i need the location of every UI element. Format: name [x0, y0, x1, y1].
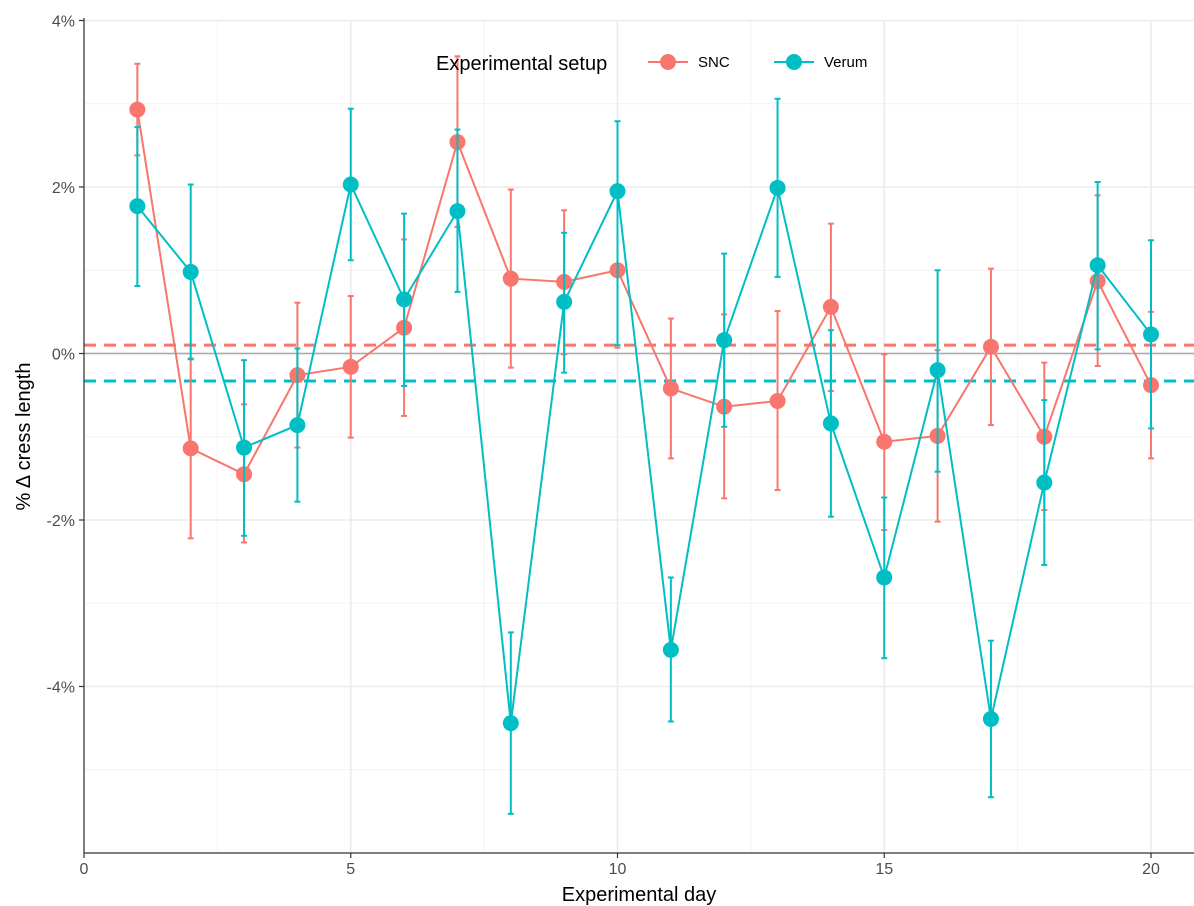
data-point-verum: [502, 715, 519, 732]
data-point-verum: [182, 263, 199, 280]
data-point-verum: [876, 569, 893, 586]
data-point-verum: [289, 417, 306, 434]
x-tick-label: 0: [80, 861, 89, 878]
data-point-verum: [609, 183, 626, 200]
data-point-snc: [769, 392, 786, 409]
data-point-snc: [876, 433, 893, 450]
legend-key-point: [786, 54, 802, 70]
data-point-snc: [982, 338, 999, 355]
legend-item-verum: Verum: [774, 54, 867, 71]
data-point-verum: [1143, 326, 1159, 343]
data-point-verum: [822, 415, 839, 432]
y-tick-label: 2%: [52, 180, 75, 197]
legend-label-snc: SNC: [698, 54, 730, 71]
series-verum: [129, 97, 1159, 815]
data-point-snc: [502, 270, 519, 287]
mean-lines: [84, 343, 1194, 383]
data-point-snc: [129, 101, 146, 118]
y-tick-label: -2%: [47, 513, 75, 530]
data-point-snc: [182, 440, 199, 457]
tick-labels: 0 5 10 15 20 -4% -2% 0% 2% 4%: [47, 14, 1160, 879]
data-point-verum: [982, 710, 999, 727]
x-axis-title: Experimental day: [562, 884, 717, 906]
y-tick-label: 0%: [52, 347, 75, 364]
data-point-snc: [662, 380, 679, 397]
legend-key-point: [660, 54, 676, 70]
legend-item-snc: SNC: [648, 54, 730, 71]
legend-title: Experimental setup: [436, 53, 607, 75]
x-tick-label: 5: [346, 861, 355, 878]
legend-items: SNC Verum: [648, 54, 867, 71]
data-point-snc: [822, 298, 839, 315]
data-point-verum: [129, 198, 146, 215]
x-tick-label: 20: [1142, 861, 1160, 878]
data-point-snc: [342, 358, 359, 375]
x-tick-label: 10: [609, 861, 627, 878]
series-line-verum: [136, 181, 1152, 724]
legend-label-verum: Verum: [824, 54, 867, 71]
legend: Experimental setup SNC Verum: [436, 53, 867, 75]
axes: [83, 18, 1194, 854]
x-tick-label: 15: [875, 861, 893, 878]
data-point-verum: [716, 332, 733, 349]
data-point-verum: [236, 439, 253, 456]
data-point-verum: [662, 641, 679, 658]
series-line-snc: [136, 109, 1152, 476]
y-tick-label: -4%: [47, 680, 75, 697]
data-point-verum: [342, 176, 359, 193]
minor-grid: [84, 20, 1194, 853]
y-axis-title: % Δ cress length: [13, 363, 35, 511]
data-point-verum: [1089, 257, 1106, 274]
data-point-verum: [396, 291, 413, 308]
series-layer: [129, 55, 1159, 815]
data-point-verum: [929, 362, 946, 379]
data-point-verum: [556, 293, 573, 310]
data-point-verum: [449, 203, 466, 220]
data-point-verum: [1036, 474, 1053, 491]
y-tick-label: 4%: [52, 14, 75, 31]
error-bar-verum: [614, 120, 621, 347]
data-point-verum: [769, 179, 786, 196]
